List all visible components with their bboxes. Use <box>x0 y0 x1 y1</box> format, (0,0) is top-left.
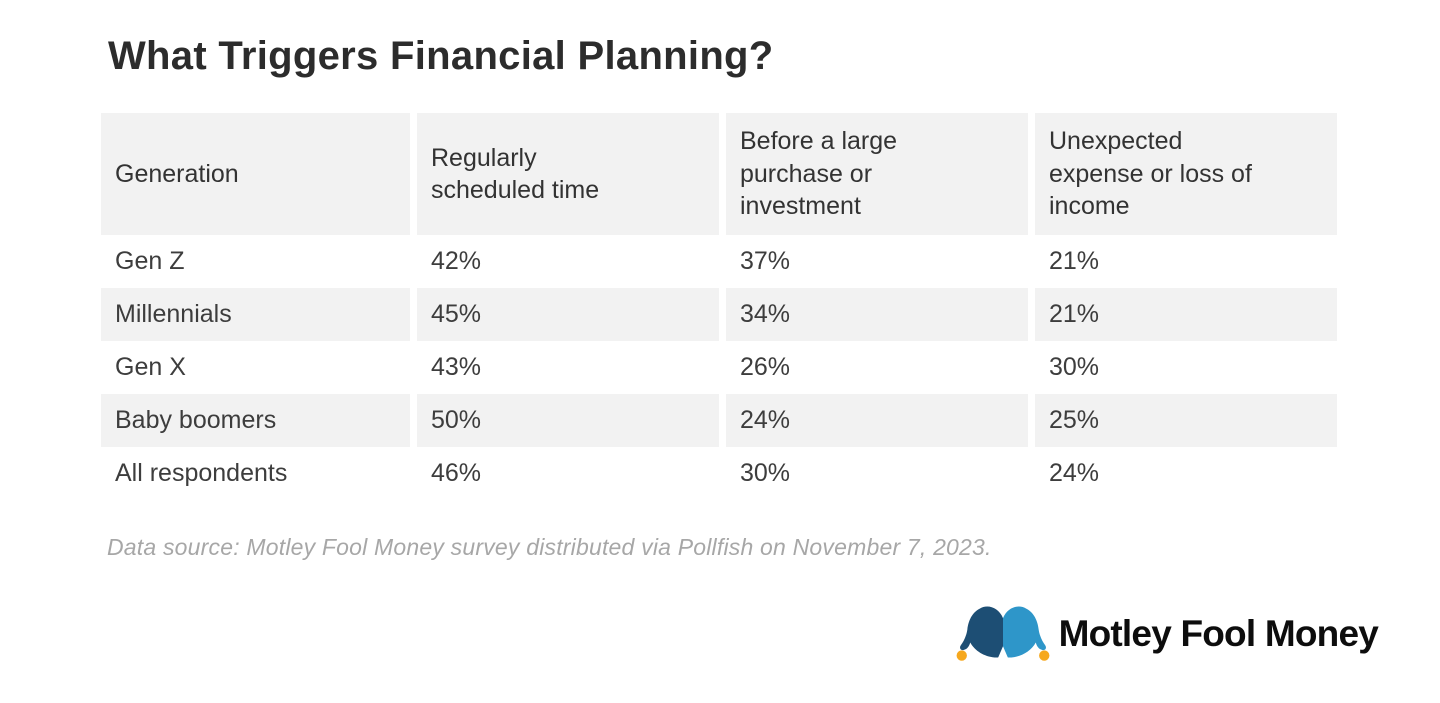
col-header-before-large-purchase: Before a large purchase or investment <box>719 113 1028 235</box>
table-row-gen-x: Gen X 43% 26% 30% <box>101 341 1337 394</box>
cell-value: 24% <box>1028 447 1337 500</box>
cell-value: 34% <box>719 288 1028 341</box>
data-table: Generation Regularly scheduled time Befo… <box>101 113 1337 500</box>
cell-value: 21% <box>1028 288 1337 341</box>
table-row-millennials: Millennials 45% 34% 21% <box>101 288 1337 341</box>
cell-generation: All respondents <box>101 447 410 500</box>
cell-value: 43% <box>410 341 719 394</box>
col-header-label: Unexpected expense or loss of income <box>1049 127 1252 221</box>
cell-value: 45% <box>410 288 719 341</box>
hat-bell-right <box>1038 650 1049 661</box>
brand-logo: Motley Fool Money <box>956 604 1379 664</box>
cell-generation: Baby boomers <box>101 394 410 447</box>
col-header-label: Before a large purchase or investment <box>740 127 898 221</box>
cell-value: 50% <box>410 394 719 447</box>
cell-generation: Gen Z <box>101 235 410 288</box>
cell-value: 46% <box>410 447 719 500</box>
table-row-gen-z: Gen Z 42% 37% 21% <box>101 235 1337 288</box>
hat-right-lobe <box>1002 606 1046 658</box>
col-header-unexpected-expense: Unexpected expense or loss of income <box>1028 113 1337 235</box>
jester-hat-icon <box>956 606 1049 661</box>
col-header-label: Generation <box>115 159 239 188</box>
source-note: Data source: Motley Fool Money survey di… <box>107 534 992 560</box>
table-container: Generation Regularly scheduled time Befo… <box>101 113 1337 500</box>
cell-value: 30% <box>1028 341 1337 394</box>
hat-bell-left <box>956 650 967 661</box>
cell-value: 42% <box>410 235 719 288</box>
col-header-regularly-scheduled: Regularly scheduled time <box>410 113 719 235</box>
table-row-all-respondents: All respondents 46% 30% 24% <box>101 447 1337 500</box>
cell-value: 21% <box>1028 235 1337 288</box>
cell-generation: Gen X <box>101 341 410 394</box>
hat-left-lobe <box>959 606 1003 658</box>
col-header-generation: Generation <box>101 113 410 235</box>
cell-value: 26% <box>719 341 1028 394</box>
col-header-label: Regularly scheduled time <box>431 143 600 205</box>
brand-wordmark: Motley Fool Money <box>1058 613 1379 654</box>
cell-value: 30% <box>719 447 1028 500</box>
header-row: Generation Regularly scheduled time Befo… <box>101 113 1337 235</box>
cell-generation: Millennials <box>101 288 410 341</box>
cell-value: 25% <box>1028 394 1337 447</box>
hat-center-notch <box>996 646 1009 660</box>
table-row-baby-boomers: Baby boomers 50% 24% 25% <box>101 394 1337 447</box>
cell-value: 24% <box>719 394 1028 447</box>
cell-value: 37% <box>719 235 1028 288</box>
page-title: What Triggers Financial Planning? <box>108 34 774 78</box>
